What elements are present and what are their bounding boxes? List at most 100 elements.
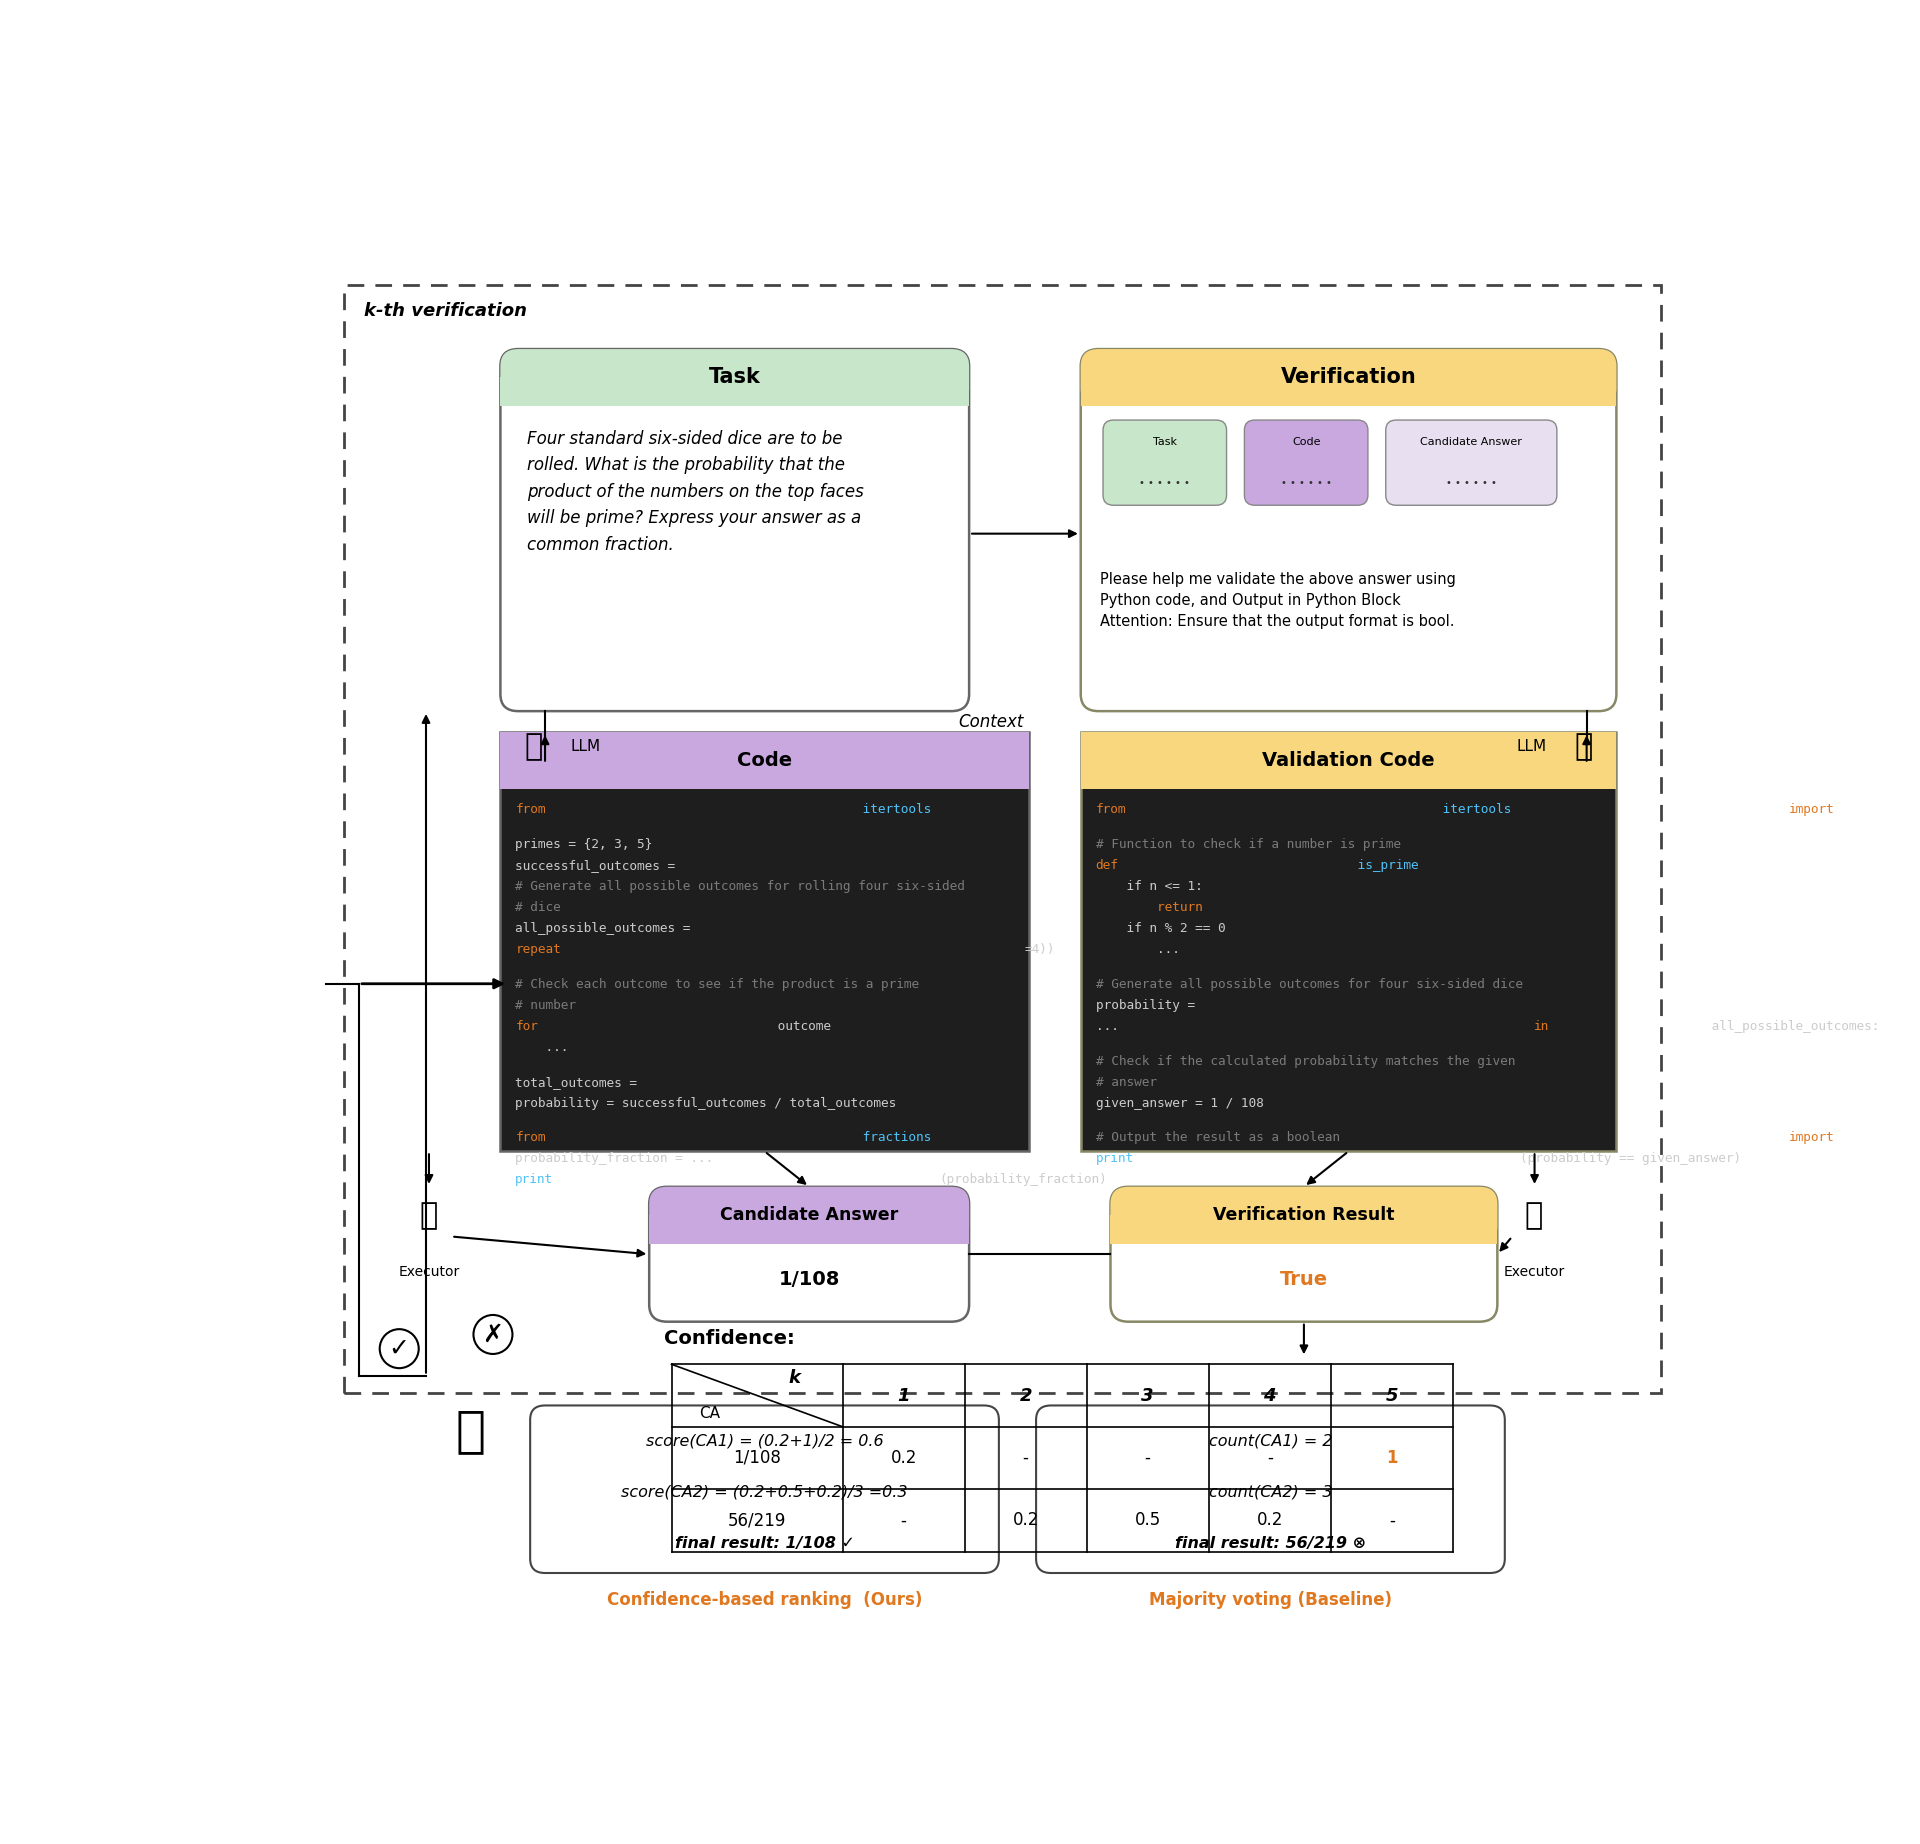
Text: Confidence-based ranking  (Ours): Confidence-based ranking (Ours) <box>607 1591 922 1610</box>
FancyBboxPatch shape <box>1110 1188 1498 1322</box>
Text: -: - <box>1144 1449 1150 1468</box>
Text: if n <= 1:: if n <= 1: <box>1096 880 1202 892</box>
Text: successful_outcomes =: successful_outcomes = <box>515 859 684 872</box>
Text: ✗: ✗ <box>482 1322 503 1346</box>
Text: count(CA1) = 2: count(CA1) = 2 <box>1210 1435 1332 1449</box>
Text: 🧠: 🧠 <box>524 732 541 762</box>
Text: ...: ... <box>1096 1020 1119 1033</box>
Text: ...: ... <box>515 1040 568 1055</box>
Text: # Output the result as a boolean: # Output the result as a boolean <box>1096 1130 1340 1145</box>
Text: import: import <box>1788 804 1834 817</box>
Text: Context: Context <box>958 714 1023 732</box>
Text: from: from <box>515 804 545 817</box>
Text: # Check if the calculated probability matches the given: # Check if the calculated probability ma… <box>1096 1055 1515 1068</box>
Text: Executor: Executor <box>1503 1265 1565 1280</box>
Text: in: in <box>1534 1020 1549 1033</box>
Text: given_answer = 1 / 108: given_answer = 1 / 108 <box>1096 1097 1263 1110</box>
FancyBboxPatch shape <box>1244 420 1367 505</box>
FancyBboxPatch shape <box>649 1188 970 1322</box>
Text: ...: ... <box>1096 942 1179 957</box>
Text: probability =: probability = <box>1096 999 1202 1012</box>
Text: (probability == given_answer): (probability == given_answer) <box>1521 1152 1741 1165</box>
Text: Confidence:: Confidence: <box>664 1330 795 1348</box>
Text: score(CA1) = (0.2+1)/2 = 0.6: score(CA1) = (0.2+1)/2 = 0.6 <box>645 1435 883 1449</box>
Text: # answer: # answer <box>1096 1075 1156 1088</box>
Text: itertools: itertools <box>854 804 939 817</box>
Text: Code: Code <box>737 751 793 771</box>
Text: repeat: repeat <box>515 942 561 957</box>
Text: Verification Result: Verification Result <box>1213 1206 1394 1224</box>
Text: • • • • • •: • • • • • • <box>1446 478 1498 487</box>
Text: 1: 1 <box>897 1387 910 1405</box>
Text: is_prime: is_prime <box>1350 859 1419 872</box>
Text: (probability_fraction): (probability_fraction) <box>939 1173 1108 1186</box>
Text: True: True <box>1281 1269 1329 1289</box>
Text: 56/219: 56/219 <box>728 1512 787 1529</box>
Text: for: for <box>515 1020 538 1033</box>
Text: LLM: LLM <box>1517 739 1546 754</box>
Text: print: print <box>515 1173 553 1186</box>
Text: 5: 5 <box>1386 1387 1398 1405</box>
Text: k: k <box>789 1368 801 1387</box>
Text: # number: # number <box>515 999 576 1012</box>
Text: from: from <box>515 1130 545 1145</box>
Text: 1/108: 1/108 <box>733 1449 781 1468</box>
Text: 0.2: 0.2 <box>1012 1512 1039 1529</box>
Text: Verification: Verification <box>1281 367 1417 387</box>
Text: 0.2: 0.2 <box>1256 1512 1283 1529</box>
Bar <box>501 378 970 406</box>
Text: 4: 4 <box>1263 1387 1277 1405</box>
Text: count(CA2) = 3: count(CA2) = 3 <box>1210 1484 1332 1499</box>
Text: # dice: # dice <box>515 902 561 915</box>
Text: -: - <box>1267 1449 1273 1468</box>
Text: 0.2: 0.2 <box>891 1449 918 1468</box>
Bar <box>649 1215 970 1243</box>
Text: probability_fraction = ...: probability_fraction = ... <box>515 1152 714 1165</box>
Text: all_possible_outcomes:: all_possible_outcomes: <box>1703 1020 1880 1033</box>
Text: total_outcomes =: total_outcomes = <box>515 1075 645 1088</box>
FancyBboxPatch shape <box>501 349 970 406</box>
Text: -: - <box>1388 1512 1394 1529</box>
FancyBboxPatch shape <box>1110 1188 1498 1243</box>
Text: from: from <box>1096 804 1127 817</box>
Text: Validation Code: Validation Code <box>1261 751 1434 771</box>
Text: Code: Code <box>1292 437 1321 446</box>
Bar <box>501 732 1029 1151</box>
Text: Executor: Executor <box>397 1265 459 1280</box>
Text: score(CA2) = (0.2+0.5+0.2)/3 =0.3: score(CA2) = (0.2+0.5+0.2)/3 =0.3 <box>622 1484 908 1499</box>
Text: Please help me validate the above answer using
Python code, and Output in Python: Please help me validate the above answer… <box>1100 572 1455 629</box>
Text: Four standard six-sided dice are to be
rolled. What is the probability that the
: Four standard six-sided dice are to be r… <box>528 430 864 553</box>
Text: Majority voting (Baseline): Majority voting (Baseline) <box>1148 1591 1392 1610</box>
Text: 2: 2 <box>1020 1387 1031 1405</box>
FancyBboxPatch shape <box>501 349 970 712</box>
Text: • • • • • •: • • • • • • <box>1281 478 1332 487</box>
Text: all_possible_outcomes =: all_possible_outcomes = <box>515 922 699 935</box>
Text: 1/108: 1/108 <box>778 1269 839 1289</box>
Text: fractions: fractions <box>854 1130 939 1145</box>
Text: final result: 1/108 ✓: final result: 1/108 ✓ <box>674 1536 854 1551</box>
Text: itertools: itertools <box>1434 804 1519 817</box>
Text: -: - <box>900 1512 906 1529</box>
Text: 3: 3 <box>1140 1387 1154 1405</box>
Text: k-th verification: k-th verification <box>363 302 526 321</box>
Text: 🖥️: 🖥️ <box>1524 1200 1544 1230</box>
Text: # Generate all possible outcomes for rolling four six-sided: # Generate all possible outcomes for rol… <box>515 880 966 892</box>
Text: # Function to check if a number is prime: # Function to check if a number is prime <box>1096 839 1400 852</box>
FancyBboxPatch shape <box>1081 349 1617 406</box>
FancyBboxPatch shape <box>1037 1405 1505 1573</box>
Bar <box>501 732 1029 789</box>
Text: probability = successful_outcomes / total_outcomes: probability = successful_outcomes / tota… <box>515 1097 897 1110</box>
Text: 🖥️: 🖥️ <box>420 1200 438 1230</box>
Text: Task: Task <box>708 367 760 387</box>
Text: return: return <box>1096 902 1202 915</box>
Text: final result: 56/219 ⊗: final result: 56/219 ⊗ <box>1175 1536 1365 1551</box>
Text: CA: CA <box>699 1405 720 1420</box>
FancyBboxPatch shape <box>1386 420 1557 505</box>
Text: Task: Task <box>1152 437 1177 446</box>
Text: Candidate Answer: Candidate Answer <box>720 1206 899 1224</box>
Text: 🧠: 🧠 <box>1574 732 1594 762</box>
Text: Candidate Answer: Candidate Answer <box>1421 437 1523 446</box>
Text: -: - <box>1023 1449 1029 1468</box>
Text: import: import <box>1788 1130 1834 1145</box>
Text: outcome: outcome <box>770 1020 839 1033</box>
